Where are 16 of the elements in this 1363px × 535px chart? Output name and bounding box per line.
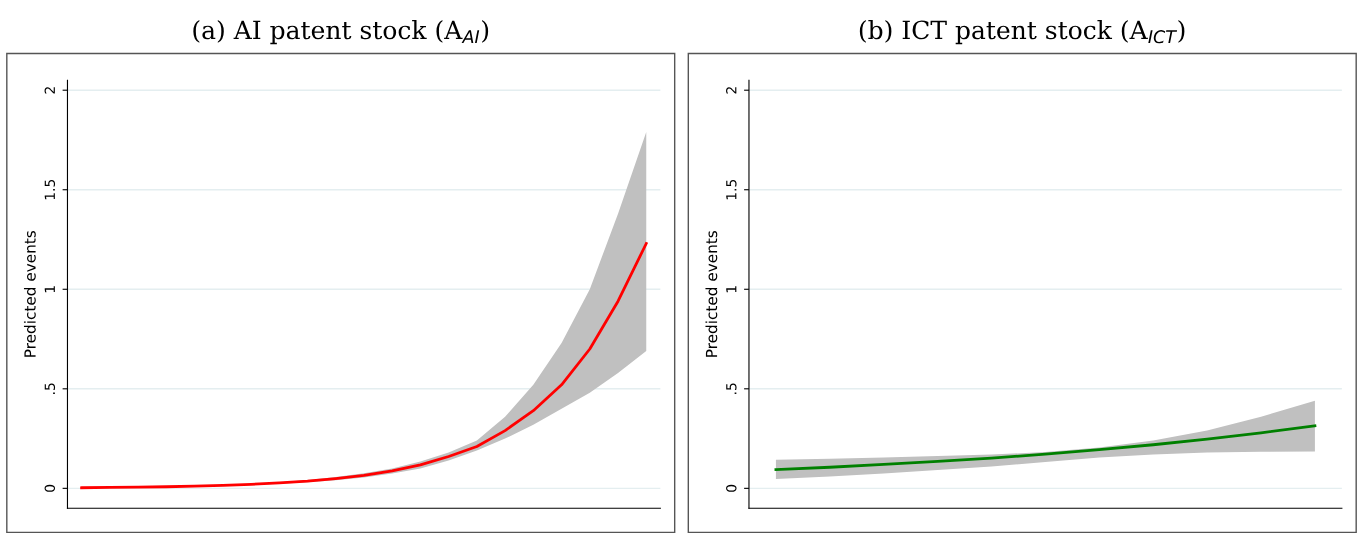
- y-tick-label: 2: [44, 87, 55, 94]
- y-tick-label: .5: [726, 383, 737, 394]
- y-tick-label: 0: [726, 484, 737, 492]
- y-tick-label: 1: [726, 286, 737, 293]
- y-tick-label: 1.5: [44, 179, 56, 200]
- line-series: [80, 242, 648, 490]
- y-tick-label: 0: [44, 484, 56, 492]
- y-tick-label: .5: [44, 383, 56, 394]
- line-series: [774, 424, 1317, 472]
- y-tick-label: 1: [44, 286, 55, 293]
- y-axis-title: Predicted events: [705, 230, 718, 357]
- chart-title: (a) AI patent stock (A$_{AI}$): [193, 19, 489, 45]
- y-tick-label: 2: [726, 87, 737, 94]
- y-tick-label: 1.5: [726, 179, 737, 200]
- y-axis-title: Predicted events: [23, 230, 36, 357]
- chart-title: (b) ICT patent stock (A$_{ICT}$): [859, 19, 1185, 45]
